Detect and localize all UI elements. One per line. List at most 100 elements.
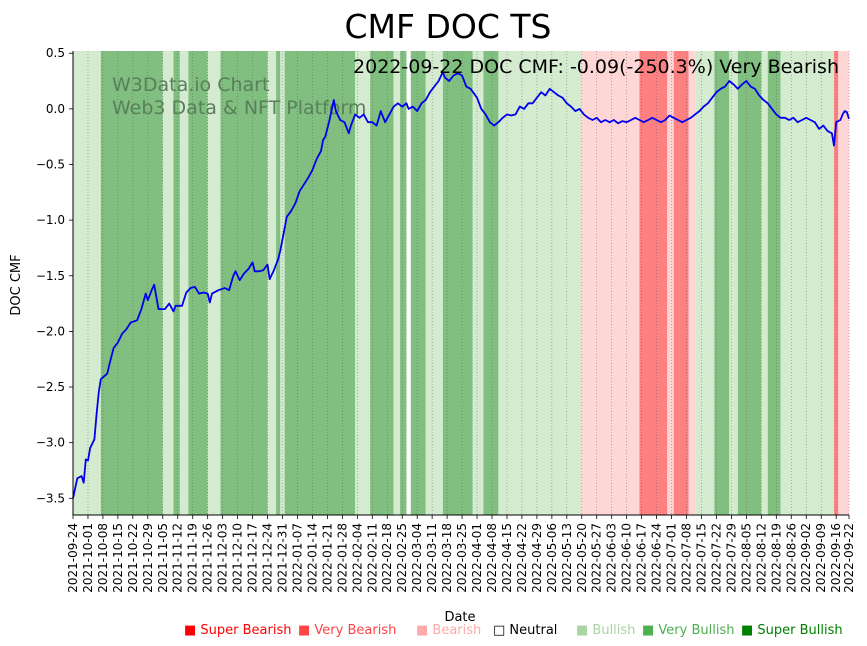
chart-annotation: 2022-09-22 DOC CMF: -0.09(-250.3%) Very …: [353, 56, 839, 78]
sentiment-region: [267, 51, 277, 515]
x-tick-label: 2022-04-01: [470, 523, 484, 593]
x-tick-label: 2022-07-01: [665, 523, 679, 593]
sentiment-region: [100, 51, 163, 515]
x-tick-label: 2022-05-06: [545, 523, 559, 593]
x-tick-label: 2022-02-25: [395, 523, 409, 593]
sentiment-region: [639, 51, 668, 515]
watermark: W3Data.io Chart Web3 Data & NFT Platform: [112, 74, 366, 119]
x-tick-label: 2021-12-24: [261, 523, 275, 593]
x-tick-label: 2022-08-05: [739, 523, 753, 593]
chart-title: CMF DOC TS: [344, 7, 551, 46]
x-tick-label: 2022-01-14: [305, 523, 319, 593]
x-tick-label: 2021-09-24: [66, 523, 80, 593]
x-ticks: 2021-09-24 2021-10-01 2021-10-08 2021-10-15…: [66, 515, 856, 593]
x-tick-label: 2022-03-25: [455, 523, 469, 593]
sentiment-region: [498, 51, 582, 515]
y-tick-label: 0.0: [46, 102, 65, 116]
x-tick-label: 2022-06-24: [650, 523, 664, 593]
x-tick-label: 2021-12-10: [231, 523, 245, 593]
x-tick-label: 2022-08-26: [784, 523, 798, 593]
legend-item: □ Neutral: [493, 623, 557, 638]
y-tick-label: −0.5: [36, 157, 65, 171]
x-tick-label: 2022-08-12: [754, 523, 768, 593]
x-tick-label: 2022-02-11: [365, 523, 379, 593]
legend-item: ■ Bearish: [416, 623, 481, 638]
sentiment-region: [284, 51, 356, 515]
x-tick-label: 2022-07-15: [694, 523, 708, 593]
x-tick-label: 2022-04-22: [515, 523, 529, 593]
sentiment-region: [667, 51, 674, 515]
watermark-line-2: Web3 Data & NFT Platform: [112, 97, 366, 119]
y-tick-label: 0.5: [46, 46, 65, 60]
x-tick-label: 2022-04-08: [485, 523, 499, 593]
sentiment-region: [695, 51, 715, 515]
sentiment-region: [410, 51, 426, 515]
sentiment-region: [729, 51, 738, 515]
watermark-line-1: W3Data.io Chart: [112, 74, 269, 96]
x-tick-label: 2022-09-22: [842, 523, 856, 593]
sentiment-region: [400, 51, 407, 515]
x-tick-label: 2021-12-17: [246, 523, 260, 593]
x-tick-label: 2021-10-29: [141, 523, 155, 593]
x-tick-label: 2022-09-16: [829, 523, 843, 593]
x-tick-label: 2021-10-15: [111, 523, 125, 593]
legend: ■ Super Bearish ■ Very Bearish ■ Bearish □ …: [184, 623, 843, 638]
x-tick-label: 2022-09-02: [799, 523, 813, 593]
x-tick-label: 2022-05-20: [575, 523, 589, 593]
y-tick-label: −3.0: [36, 436, 65, 450]
x-tick-label: 2022-07-08: [680, 523, 694, 593]
x-tick-label: 2021-10-08: [96, 523, 110, 593]
sentiment-region: [688, 51, 696, 515]
data-line-layer: [72, 71, 850, 499]
x-tick-label: 2021-12-03: [216, 523, 230, 593]
sentiment-region: [483, 51, 499, 515]
sentiment-region: [838, 51, 849, 515]
x-tick-label: 2022-07-29: [724, 523, 738, 593]
sentiment-region: [767, 51, 781, 515]
sentiment-region: [581, 51, 584, 515]
y-ticks: 0.5 0.0 −0.5 −1.0 −1.5 −2.0 −2.5 −3.0 −3.5: [36, 46, 73, 505]
y-tick-label: −1.0: [36, 213, 65, 227]
x-tick-label: 2022-03-04: [410, 523, 424, 593]
sentiment-region: [425, 51, 443, 515]
sentiment-region: [406, 51, 411, 515]
sentiment-region: [442, 51, 473, 515]
legend-item: ■ Very Bullish: [642, 623, 734, 638]
sentiment-region: [179, 51, 189, 515]
x-tick-label: 2021-12-31: [275, 523, 289, 593]
x-tick-label: 2022-06-10: [620, 523, 634, 593]
y-tick-label: −2.0: [36, 324, 65, 338]
sentiment-region: [737, 51, 762, 515]
sentiment-region: [761, 51, 768, 515]
axes: [72, 51, 849, 516]
x-tick-label: 2022-01-07: [290, 523, 304, 593]
sentiment-region: [188, 51, 208, 515]
legend-item: ■ Very Bearish: [298, 623, 396, 638]
x-tick-label: 2021-11-26: [201, 523, 215, 593]
x-tick-label: 2021-10-01: [81, 523, 95, 593]
legend-item: ■ Bullish: [576, 623, 635, 638]
x-tick-label: 2022-09-09: [814, 523, 828, 593]
x-tick-label: 2021-10-22: [126, 523, 140, 593]
x-tick-label: 2021-11-05: [156, 523, 170, 593]
x-tick-label: 2022-01-28: [335, 523, 349, 593]
x-tick-label: 2022-06-17: [635, 523, 649, 593]
y-tick-label: −1.5: [36, 269, 65, 283]
x-tick-label: 2022-06-03: [605, 523, 619, 593]
x-tick-label: 2022-02-04: [350, 523, 364, 593]
x-tick-label: 2022-07-22: [709, 523, 723, 593]
x-tick-label: 2022-08-19: [769, 523, 783, 593]
x-tick-label: 2022-04-29: [530, 523, 544, 593]
sentiment-region: [370, 51, 394, 515]
x-tick-label: 2022-03-18: [440, 523, 454, 593]
sentiment-region: [714, 51, 730, 515]
x-tick-label: 2022-05-27: [590, 523, 604, 593]
x-tick-label: 2022-02-18: [380, 523, 394, 593]
sentiment-region: [73, 51, 101, 515]
y-axis-label: DOC CMF: [9, 254, 24, 315]
x-axis-label: Date: [444, 610, 475, 625]
y-tick-label: −2.5: [36, 380, 65, 394]
y-tick-label: −3.5: [36, 491, 65, 505]
x-tick-label: 2021-11-19: [186, 523, 200, 593]
x-tick-label: 2022-04-15: [500, 523, 514, 593]
